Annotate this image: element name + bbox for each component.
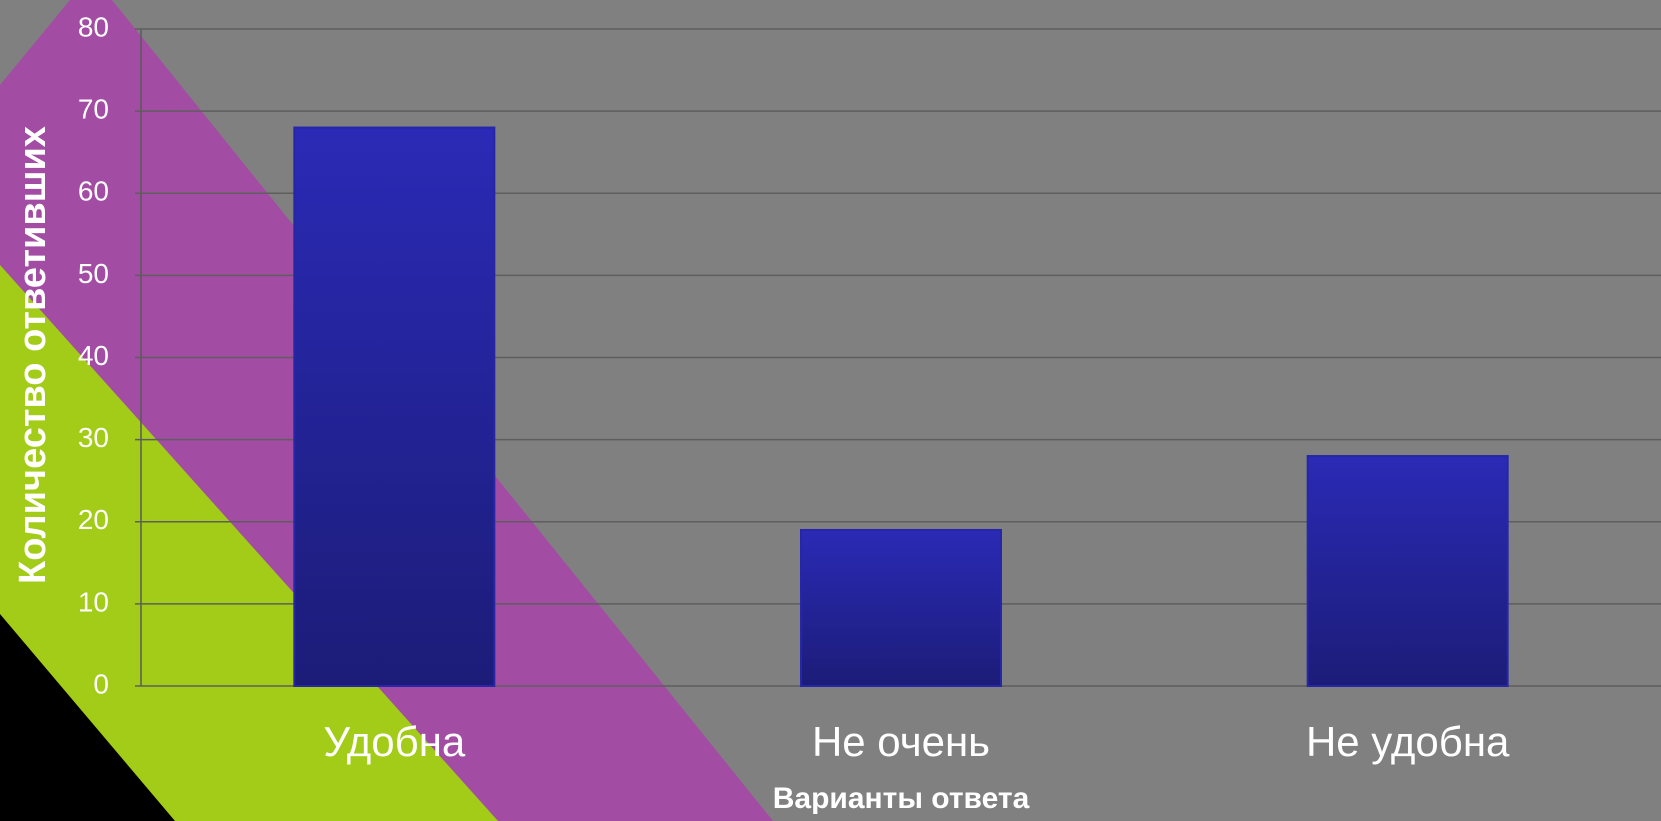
bar [1306,455,1509,687]
y-tick-label: 60 [78,176,109,207]
x-tick-label: Удобна [323,718,466,765]
x-axis-title: Варианты ответа [773,782,1030,815]
bar [800,528,1002,688]
decor-stripe [0,614,175,821]
y-tick-label: 0 [93,668,109,699]
y-tick-label: 10 [78,586,109,617]
y-tick-label: 80 [78,11,109,42]
x-tick-label: Не очень [812,718,990,765]
bar [293,126,496,688]
y-axis-title: Количество ответивших [12,126,54,584]
y-tick-label: 70 [78,94,109,125]
y-tick-label: 40 [78,340,109,371]
y-tick-label: 50 [78,258,109,289]
x-tick-label: Не удобна [1306,718,1510,765]
y-tick-label: 20 [78,504,109,535]
y-tick-label: 30 [78,422,109,453]
